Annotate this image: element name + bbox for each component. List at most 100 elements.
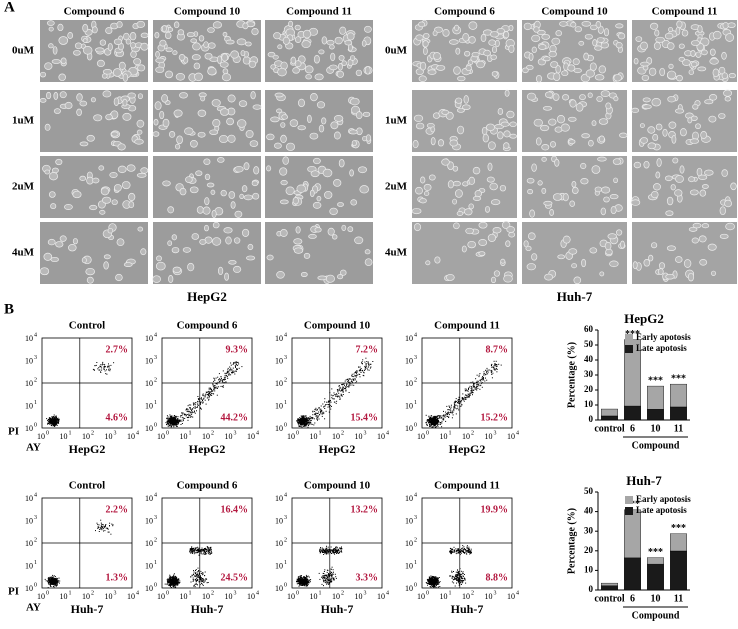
- cell: [668, 63, 674, 70]
- cell: [196, 206, 204, 214]
- cell: [172, 50, 178, 56]
- event-dot: [307, 584, 309, 586]
- event-dot: [487, 371, 489, 373]
- column-header: Compound 11: [286, 6, 352, 18]
- cell: [81, 257, 87, 264]
- cell: [111, 199, 118, 206]
- cell: [659, 67, 666, 77]
- event-dot: [104, 364, 106, 366]
- cell: [274, 142, 282, 149]
- event-dot: [193, 404, 194, 406]
- event-dot: [186, 411, 188, 413]
- event-dot: [326, 551, 328, 553]
- event-dot: [367, 362, 369, 364]
- event-dot: [298, 424, 300, 426]
- event-dot: [356, 371, 358, 373]
- event-dot: [442, 418, 444, 420]
- event-dot: [169, 416, 171, 418]
- event-dot: [328, 411, 330, 413]
- event-dot: [187, 408, 189, 410]
- cell: [172, 266, 182, 273]
- event-dot: [474, 382, 476, 384]
- event-dot: [55, 423, 57, 425]
- event-dot: [52, 418, 54, 420]
- event-dot: [476, 387, 477, 389]
- cell: [212, 221, 220, 229]
- event-dot: [447, 413, 449, 415]
- cell: [105, 27, 113, 35]
- event-dot: [175, 576, 177, 578]
- event-dot: [208, 548, 210, 550]
- plot-title: Compound 6: [177, 320, 238, 332]
- tick-exponent: 3: [114, 590, 117, 596]
- event-dot: [332, 552, 334, 554]
- cell: [308, 233, 317, 239]
- event-dot: [97, 524, 99, 526]
- event-dot: [177, 580, 179, 582]
- event-dot: [303, 424, 305, 425]
- event-dot: [302, 420, 304, 422]
- event-dot: [368, 364, 370, 366]
- event-dot: [331, 397, 333, 399]
- event-dot: [329, 405, 331, 407]
- event-dot: [229, 366, 231, 368]
- event-dot: [455, 404, 457, 406]
- event-dot: [169, 583, 171, 585]
- event-dot: [444, 416, 446, 418]
- event-dot: [436, 416, 438, 418]
- event-dot: [171, 576, 173, 578]
- event-dot: [462, 393, 464, 395]
- event-dot: [212, 385, 214, 387]
- row-label: 2uM: [12, 181, 35, 193]
- event-dot: [192, 416, 194, 418]
- event-dot: [235, 370, 237, 372]
- event-dot: [219, 380, 221, 382]
- cell: [585, 69, 595, 78]
- event-dot: [453, 406, 455, 407]
- event-dot: [429, 419, 431, 421]
- cell: [211, 99, 221, 107]
- cell: [665, 210, 674, 217]
- event-dot: [434, 420, 436, 422]
- cell: [94, 47, 105, 53]
- event-dot: [227, 377, 229, 379]
- event-dot: [362, 374, 364, 376]
- event-dot: [208, 391, 210, 393]
- event-dot: [347, 380, 349, 382]
- event-dot: [462, 399, 464, 401]
- cell: [678, 43, 685, 49]
- column-header: Compound 6: [434, 6, 495, 18]
- event-dot: [171, 423, 173, 425]
- event-dot: [321, 576, 322, 578]
- event-dot: [368, 369, 370, 371]
- event-dot: [208, 394, 209, 396]
- event-dot: [206, 548, 207, 550]
- event-dot: [95, 364, 97, 366]
- event-dot: [186, 417, 188, 418]
- event-dot: [301, 575, 302, 577]
- event-dot: [314, 408, 316, 410]
- event-dot: [319, 550, 321, 552]
- event-dot: [56, 584, 58, 586]
- event-dot: [230, 364, 232, 366]
- event-dot: [227, 372, 229, 374]
- cell: [452, 198, 458, 205]
- cell: [527, 189, 534, 195]
- cell: [358, 166, 367, 174]
- event-dot: [51, 578, 53, 580]
- event-dot: [368, 366, 369, 368]
- event-dot: [54, 577, 56, 579]
- cell: [412, 140, 419, 149]
- micrograph: [40, 156, 149, 218]
- cell: [46, 91, 52, 100]
- event-dot: [100, 366, 102, 368]
- event-dot: [178, 582, 180, 584]
- event-dot: [342, 386, 344, 388]
- event-dot: [435, 424, 437, 425]
- event-dot: [466, 395, 468, 397]
- cell: [303, 252, 311, 259]
- event-dot: [455, 398, 457, 400]
- cell: [559, 21, 568, 27]
- event-dot: [325, 548, 327, 550]
- cell: [247, 243, 254, 251]
